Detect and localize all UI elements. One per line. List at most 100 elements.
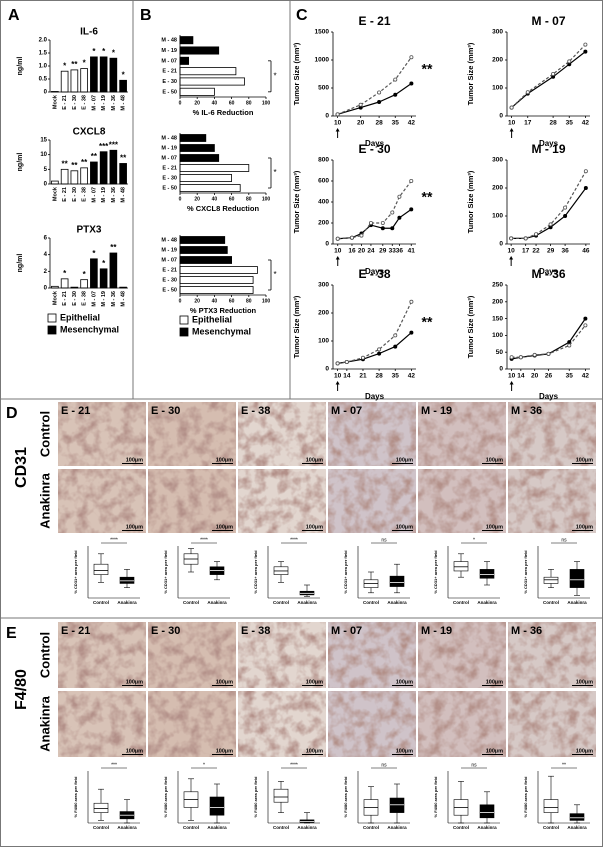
x-tick-label: 46 [582, 248, 590, 255]
bar [99, 151, 108, 185]
column-label: E - 21 [61, 625, 90, 637]
row-label: Control [37, 411, 52, 457]
x-tick-label: M - 19 [101, 95, 107, 111]
x-tick-label: M - 19 [101, 187, 107, 203]
y-tick-label: M - 19 [161, 48, 177, 54]
scale-label: 100µm [126, 457, 143, 463]
y-tick-label: 1500 [315, 29, 330, 36]
x-tick-label: 20 [358, 248, 366, 255]
micrograph-texture [148, 469, 236, 533]
data-point [583, 323, 588, 328]
series-line [511, 44, 586, 109]
bar [179, 246, 228, 254]
data-point [377, 351, 382, 356]
data-point [523, 236, 528, 241]
x-tick-label: 14 [343, 373, 351, 380]
bar [179, 77, 245, 86]
y-tick-label: M - 48 [161, 237, 177, 243]
y-tick-label: 500 [318, 85, 329, 92]
significance: *** [99, 142, 109, 151]
significance: ns [561, 537, 567, 543]
legend-swatch [179, 327, 189, 337]
y-tick-label: 4 [44, 252, 48, 258]
micrograph-texture [58, 402, 146, 466]
significance: **** [110, 537, 118, 543]
y-tick-label: 800 [318, 157, 329, 164]
y-tick-label: 200 [492, 185, 503, 192]
legend-swatch [47, 325, 57, 335]
data-point [409, 330, 414, 335]
legend-label: Mesenchymal [60, 324, 119, 334]
x-tick-label: 10 [334, 373, 342, 380]
significance: ** [110, 243, 117, 252]
box [569, 813, 585, 821]
bar [109, 57, 118, 93]
data-point [563, 213, 568, 218]
y-tick-label: 0 [325, 241, 329, 248]
x-tick-label: Anakinra [567, 825, 587, 830]
x-tick-label: 29 [379, 248, 387, 255]
box [273, 788, 289, 803]
y-tick-label: 150 [492, 315, 503, 322]
x-tick-label: Anakinra [567, 600, 587, 605]
box [119, 576, 135, 584]
bar [179, 266, 258, 274]
scale-label: 100µm [126, 679, 143, 685]
x-tick-label: 20 [194, 298, 200, 304]
x-tick-label: Mock [52, 94, 58, 109]
x-tick-label: 42 [408, 373, 416, 380]
significance: ns [381, 762, 387, 768]
x-tick-label: Anakinra [117, 825, 137, 830]
y-tick-label: E - 50 [162, 185, 177, 191]
x-tick-label: M - 48 [121, 95, 127, 111]
significance: *** [109, 140, 119, 149]
data-point [548, 222, 553, 227]
arrow-head [335, 128, 340, 132]
scale-label: 100µm [396, 524, 413, 530]
data-point [380, 226, 385, 231]
y-tick-label: M - 07 [161, 257, 177, 263]
micrograph-texture [508, 691, 596, 757]
significance: * [102, 47, 106, 56]
bar [179, 46, 220, 55]
x-tick-label: E - 21 [62, 95, 68, 110]
data-point [546, 351, 551, 356]
data-point [390, 210, 395, 215]
data-point [358, 102, 363, 107]
significance: ** [422, 61, 433, 77]
bar [119, 79, 127, 93]
bar [60, 70, 69, 93]
x-axis-label: Days [365, 392, 385, 401]
x-tick-label: 80 [246, 298, 252, 304]
y-tick-label: E - 50 [162, 287, 177, 293]
x-tick-label: 17 [524, 120, 532, 127]
y-tick-label: E - 21 [162, 267, 177, 273]
data-point [344, 359, 349, 364]
scale-label: 100µm [306, 748, 323, 754]
x-tick-label: 28 [375, 373, 383, 380]
box [389, 575, 405, 587]
micrograph-texture [238, 469, 326, 533]
bar [179, 144, 215, 152]
y-axis-label: ng/ml [17, 153, 24, 172]
y-tick-label: 0 [44, 286, 48, 292]
data-point [377, 100, 382, 105]
significance: ** [71, 60, 78, 69]
y-tick-label: 100 [492, 213, 503, 220]
y-axis-label: % CD31+ area per field [523, 550, 528, 594]
micrograph-texture [418, 402, 506, 466]
y-axis-label: Tumor Size (mm³) [292, 295, 301, 358]
series-line [511, 170, 587, 239]
data-point [409, 207, 414, 212]
data-point [563, 205, 568, 210]
micrograph-texture [328, 622, 416, 688]
x-tick-label: 35 [566, 373, 574, 380]
x-tick-label: 40 [212, 196, 218, 202]
column-label: E - 38 [241, 625, 270, 637]
legend-swatch [47, 313, 57, 323]
x-tick-label: 22 [532, 248, 540, 255]
data-point [583, 42, 588, 47]
data-point [335, 361, 340, 366]
y-tick-label: M - 48 [161, 135, 177, 141]
